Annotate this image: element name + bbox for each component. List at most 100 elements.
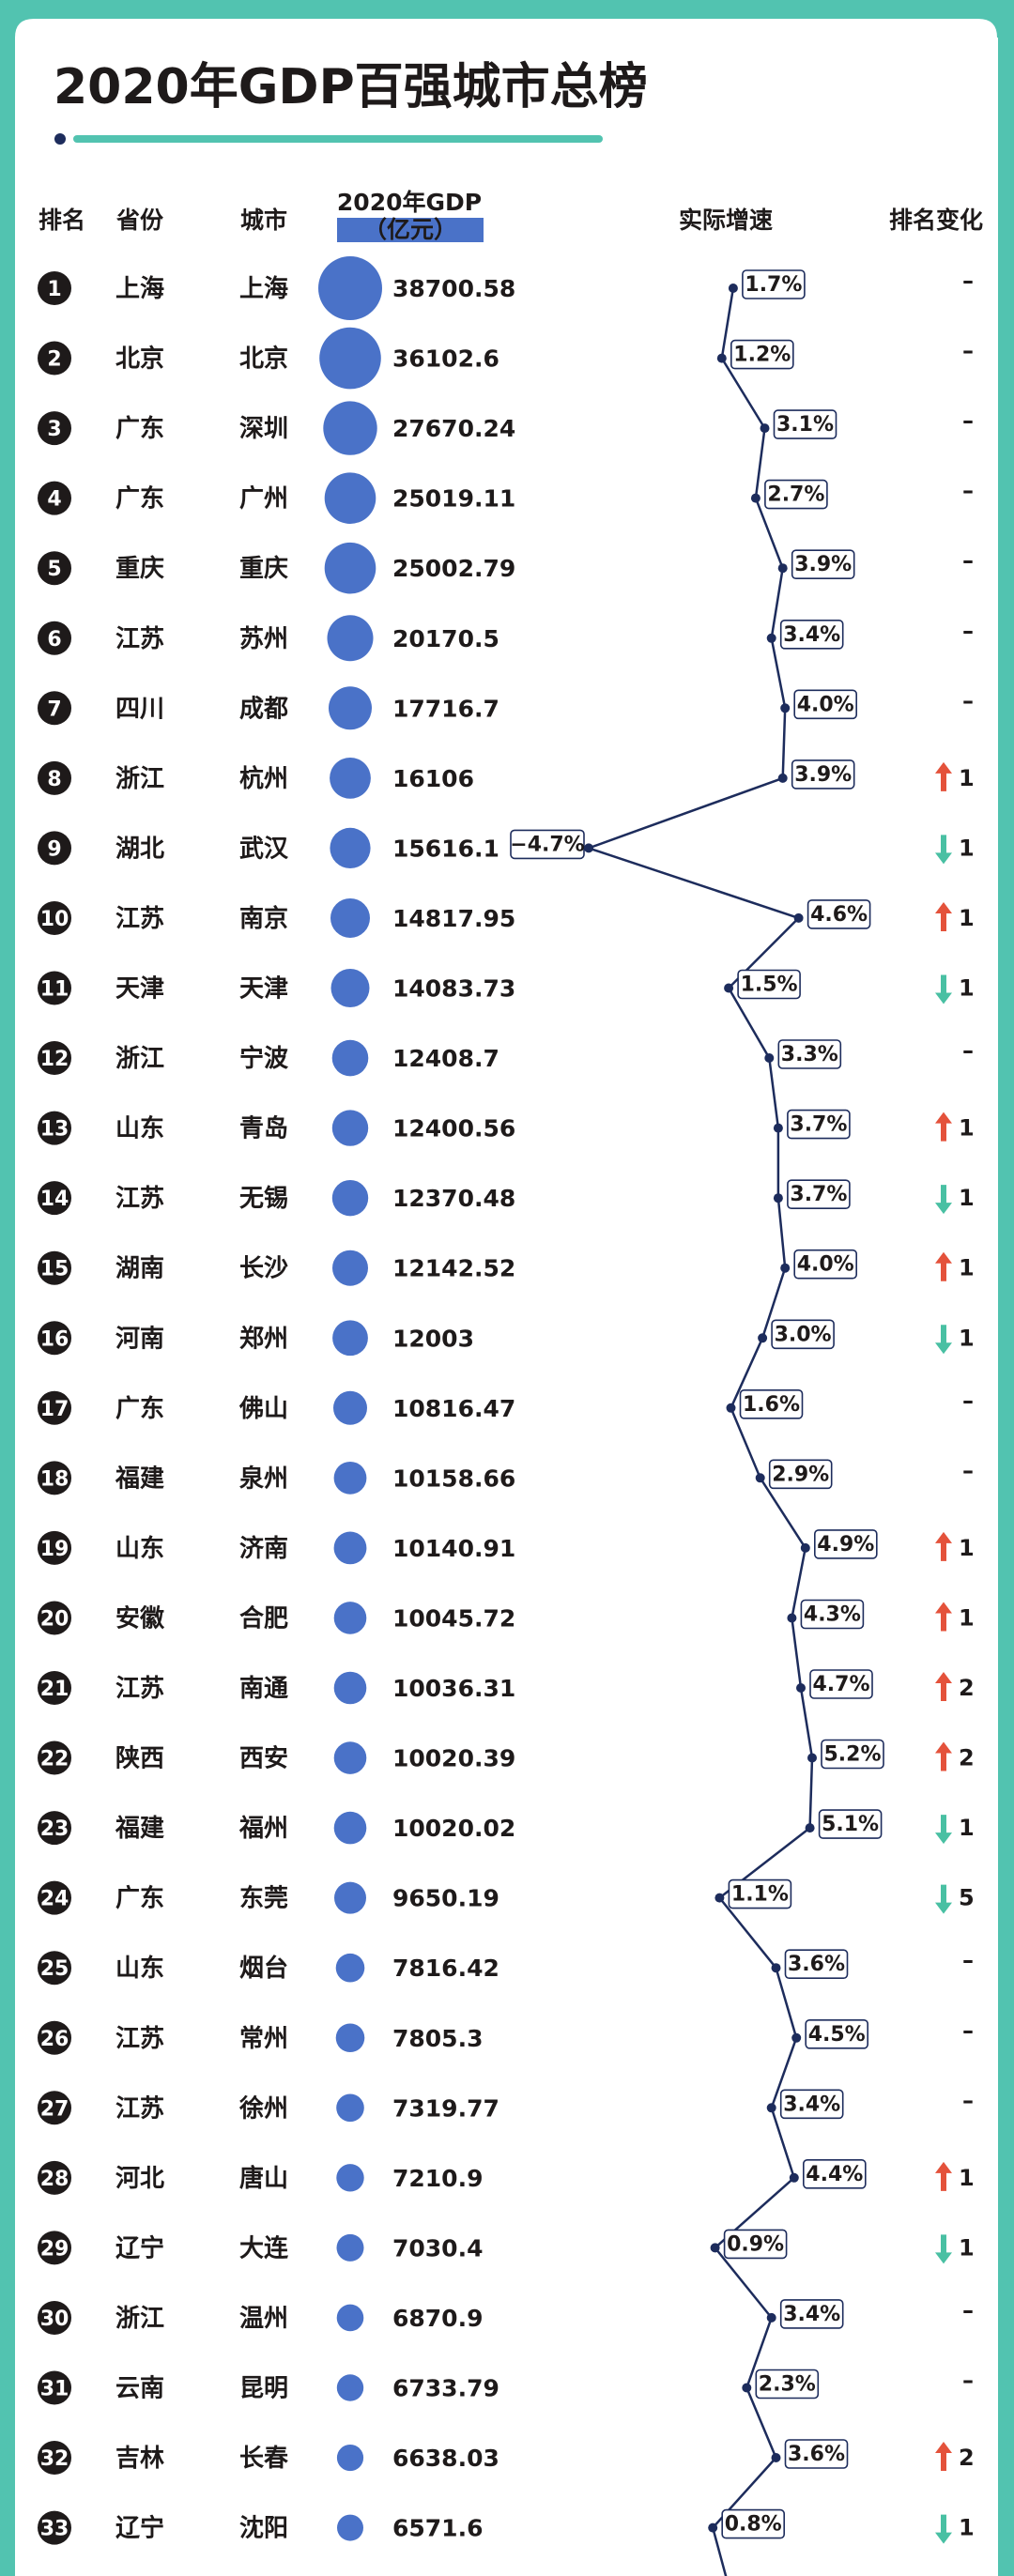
- gdp-bubble: [336, 2304, 364, 2332]
- province-cell: 福建: [115, 1815, 164, 1843]
- province-cell: 浙江: [115, 765, 164, 793]
- rank-badge: [38, 621, 71, 655]
- gdp-value: 10045.72: [392, 1604, 515, 1632]
- rank-badge: [38, 2020, 71, 2055]
- province-cell: 辽宁: [115, 2514, 164, 2543]
- gdp-value: 10020.39: [392, 1745, 515, 1772]
- gdp-bubble: [318, 256, 382, 320]
- growth-label-box: [813, 1529, 878, 1559]
- growth-label: 4.5%: [808, 2023, 866, 2047]
- gdp-value: 6733.79: [392, 2375, 499, 2402]
- city-cell: 烟台: [239, 1954, 288, 1983]
- city-cell: 福州: [238, 1815, 288, 1843]
- growth-label-box: [737, 969, 801, 1000]
- province-cell: 陕西: [115, 1745, 164, 1773]
- province-cell: 福建: [115, 1464, 164, 1493]
- growth-label-box: [807, 899, 871, 929]
- city-cell: 重庆: [239, 554, 288, 583]
- growth-point: [793, 912, 804, 923]
- province-cell: 广东: [115, 1394, 164, 1423]
- growth-label: 4.3%: [804, 1603, 861, 1627]
- rank-badge: [38, 411, 71, 446]
- growth-point: [750, 493, 760, 503]
- growth-label: 3.7%: [790, 1113, 847, 1137]
- gdp-value: 7030.4: [392, 2234, 483, 2262]
- gdp-value: 10158.66: [392, 1464, 515, 1492]
- gdp-bubble: [332, 1250, 368, 1286]
- growth-point: [728, 284, 738, 293]
- province-cell: 吉林: [115, 2445, 164, 2473]
- gdp-bubble: [336, 2164, 364, 2192]
- header-growth: 实际增速: [679, 207, 773, 234]
- rank-change-value: 1: [959, 1185, 975, 1211]
- gdp-value: 25002.79: [392, 555, 515, 582]
- growth-point: [766, 633, 776, 643]
- province-cell: 广东: [115, 414, 164, 443]
- growth-point: [777, 773, 788, 783]
- rank-badge: [38, 341, 71, 376]
- rank-badge: [38, 481, 71, 515]
- gdp-bubble: [333, 1671, 367, 1705]
- gdp-value: 12408.7: [392, 1045, 499, 1072]
- title-bar-dot: [54, 133, 66, 145]
- province-cell: 四川: [115, 695, 164, 723]
- rank-badge: [38, 551, 71, 586]
- city-cell: 武汉: [239, 835, 289, 863]
- province-cell: 山东: [115, 1534, 164, 1563]
- rank-number: 16: [40, 1327, 69, 1351]
- gdp-bubble: [327, 615, 374, 662]
- rank-badge: [38, 1250, 71, 1285]
- growth-label-box: [793, 1249, 858, 1280]
- gdp-value: 27670.24: [392, 415, 515, 442]
- growth-label: 3.3%: [781, 1043, 838, 1066]
- gdp-bubble: [331, 1179, 369, 1217]
- gdp-bubble: [331, 1110, 369, 1146]
- city-cell: 泉州: [239, 1464, 288, 1493]
- growth-point: [742, 2383, 752, 2393]
- growth-label-box: [771, 1319, 835, 1350]
- header-gdp-unit-bg: [337, 218, 484, 242]
- rank-change-none: –: [962, 1388, 974, 1414]
- growth-point: [764, 1053, 775, 1063]
- city-cell: 长春: [239, 2445, 288, 2473]
- arrow-down-icon: [935, 1185, 952, 1215]
- city-cell: 无锡: [239, 1185, 288, 1213]
- growth-label: 3.1%: [776, 413, 834, 437]
- rank-number: 4: [47, 488, 61, 512]
- rank-badge: [38, 1671, 71, 1705]
- gdp-bubble: [333, 1390, 367, 1425]
- growth-point: [773, 1123, 783, 1133]
- province-cell: 山东: [115, 1954, 164, 1983]
- rank-number: 26: [40, 2028, 69, 2051]
- city-cell: 大连: [239, 2234, 289, 2262]
- rank-change-none: –: [962, 547, 974, 574]
- rank-change-none: –: [962, 478, 974, 504]
- gdp-bubble: [319, 327, 381, 390]
- rank-change-none: –: [962, 2087, 974, 2113]
- gdp-bubble: [323, 401, 377, 455]
- gdp-bubble: [336, 2233, 364, 2262]
- header-province: 省份: [115, 207, 163, 234]
- rank-number: 27: [40, 2097, 69, 2121]
- city-cell: 长沙: [239, 1255, 288, 1283]
- rank-change-none: –: [962, 407, 974, 434]
- gdp-bubble: [336, 2444, 364, 2472]
- gdp-value: 7210.9: [392, 2165, 483, 2192]
- growth-label: 4.9%: [817, 1533, 874, 1556]
- rank-change-none: –: [962, 1457, 974, 1483]
- gdp-bubble: [337, 2514, 363, 2541]
- rank-number: 33: [40, 2518, 69, 2541]
- growth-label-box: [723, 2229, 788, 2260]
- city-cell: 徐州: [238, 2093, 288, 2123]
- city-cell: 南通: [239, 1675, 288, 1703]
- rank-badge: [38, 271, 71, 305]
- arrow-up-icon: [935, 761, 952, 791]
- gdp-bubble: [335, 2023, 365, 2053]
- gdp-bubble: [332, 1320, 368, 1357]
- growth-label-box: [742, 269, 806, 299]
- growth-label-box: [739, 1389, 804, 1419]
- gdp-value: 15616.1: [392, 835, 499, 862]
- gdp-bubble: [336, 2374, 364, 2401]
- rank-change-value: 1: [959, 2234, 975, 2261]
- rank-number: 12: [40, 1048, 69, 1071]
